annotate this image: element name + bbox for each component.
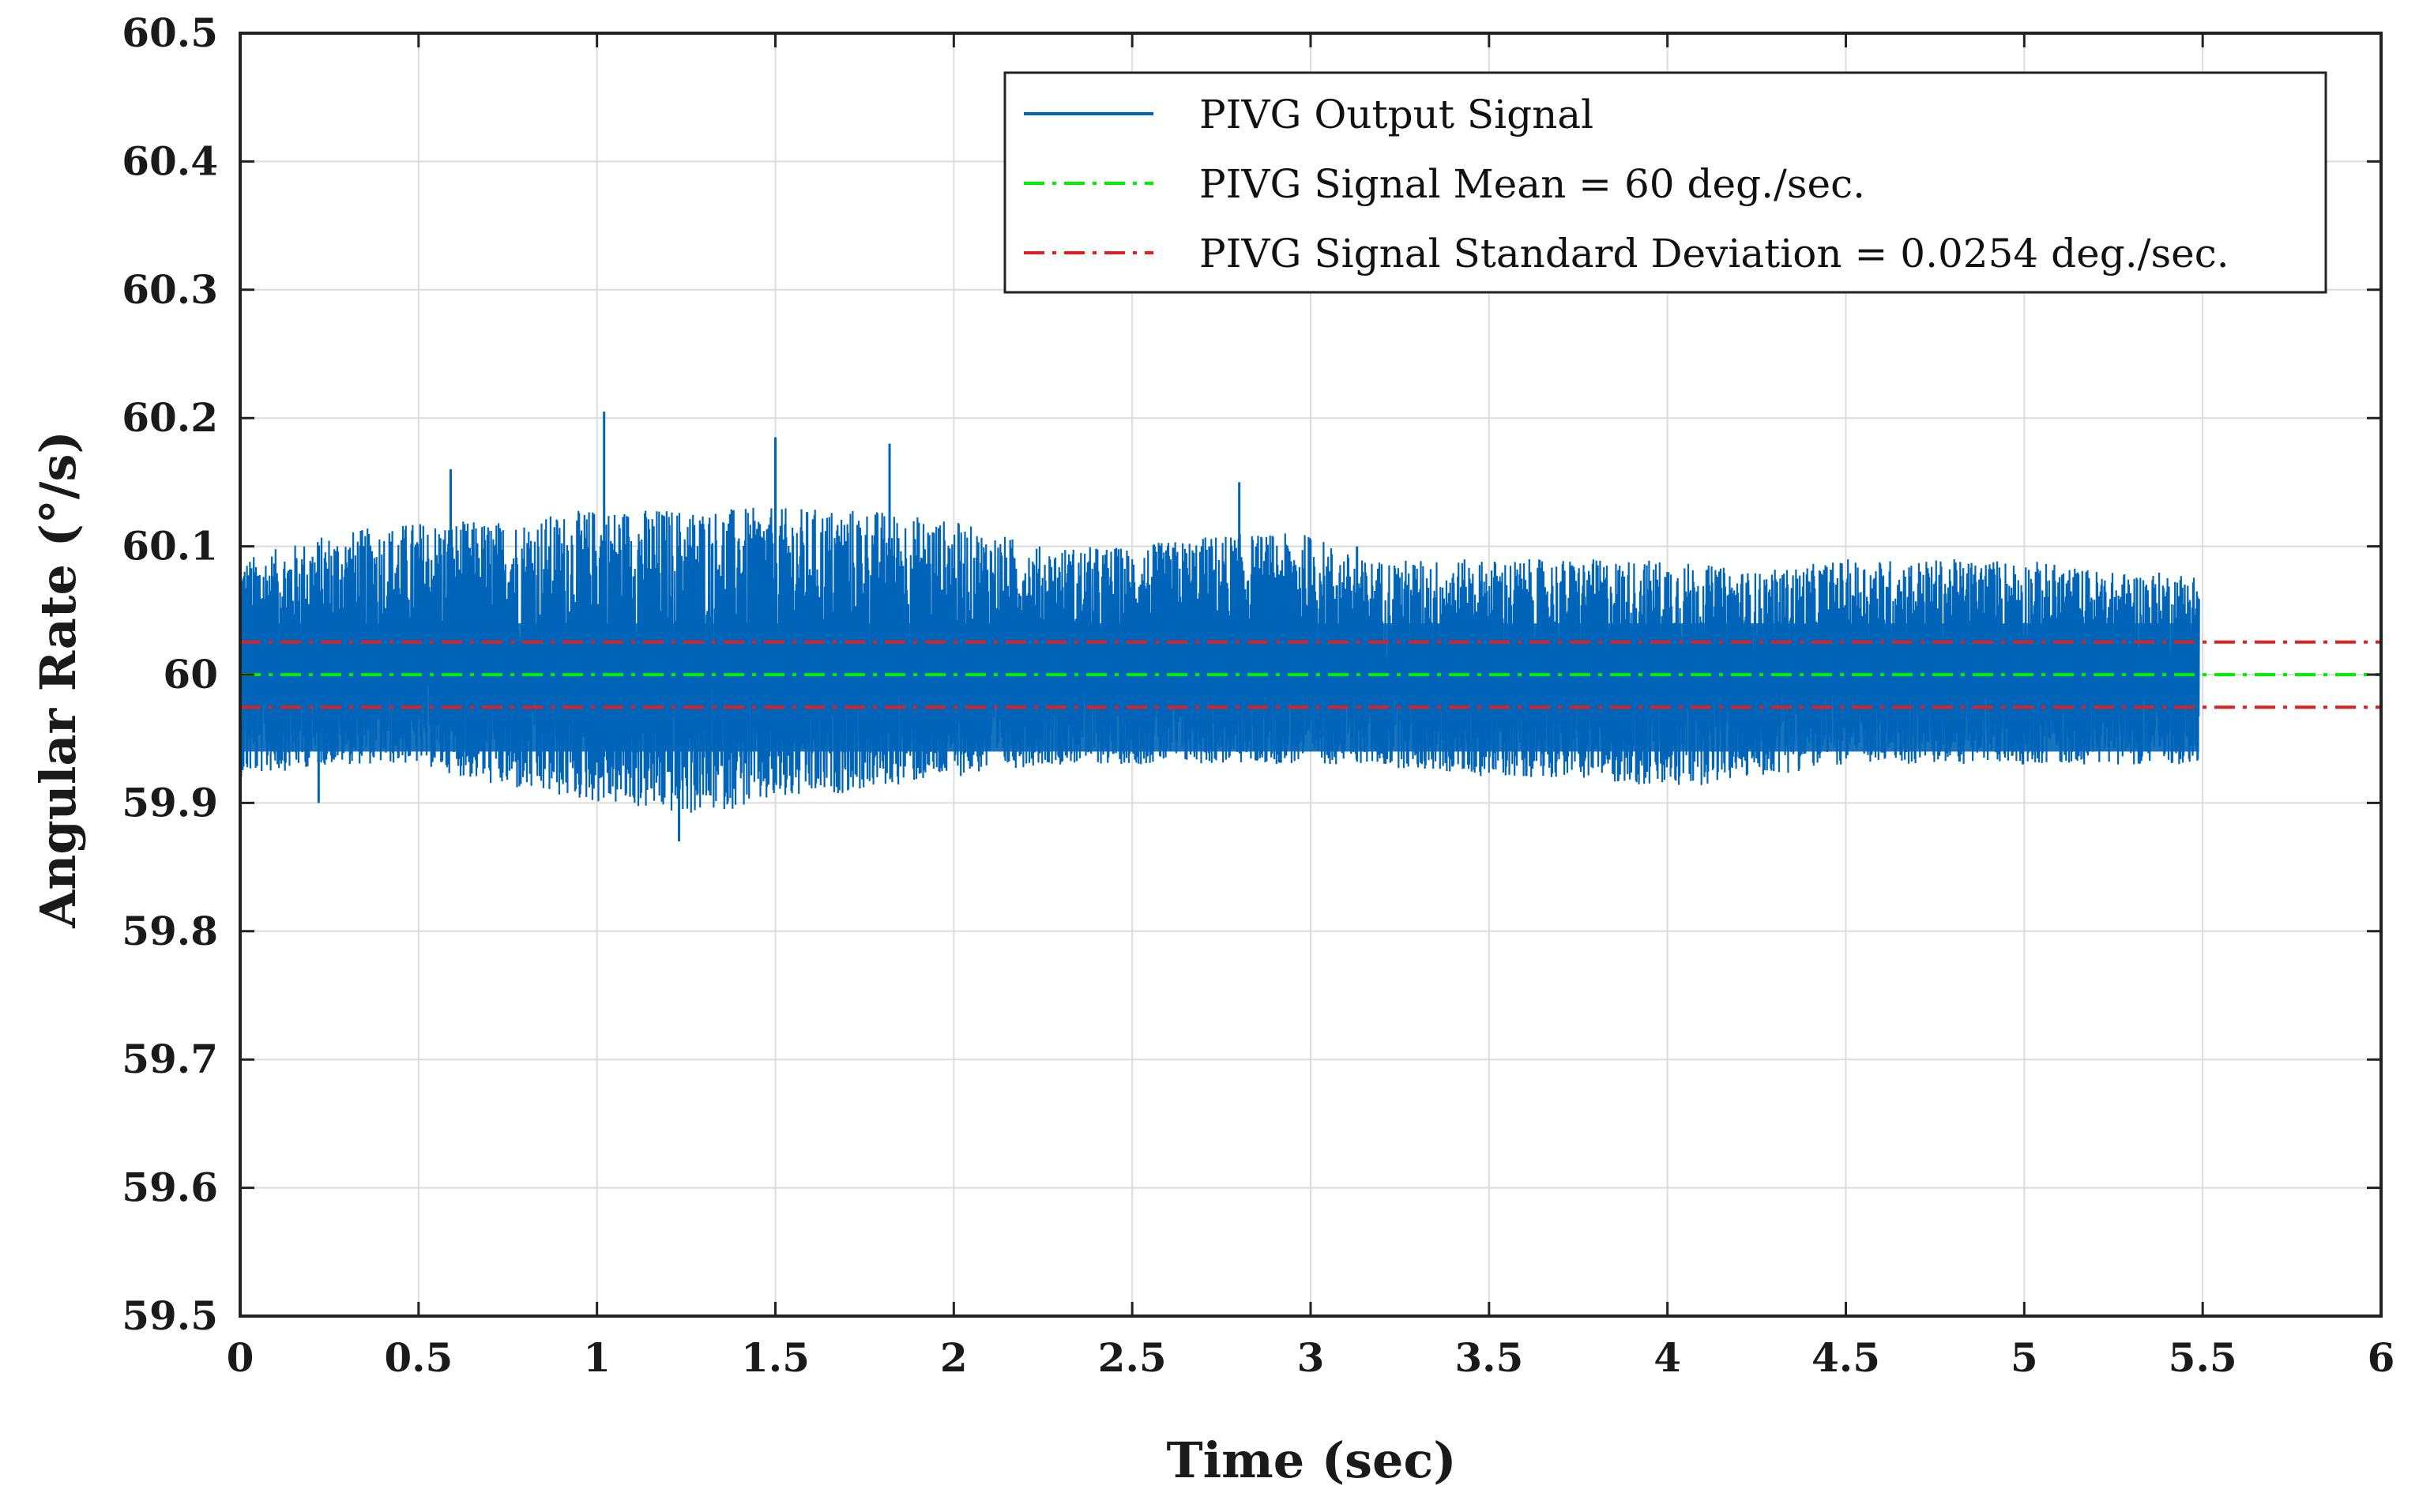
legend-label-standard-deviation: PIVG Signal Standard Deviation = 0.0254 …	[1199, 231, 2229, 276]
x-tick-label: 1	[583, 1334, 611, 1381]
x-tick-label: 4.5	[1811, 1334, 1880, 1381]
y-tick-label: 59.5	[122, 1292, 218, 1339]
output-signal-series	[239, 412, 2200, 842]
x-tick-label: 4	[1653, 1334, 1681, 1381]
x-tick-label: 5.5	[2169, 1334, 2237, 1381]
y-tick-label: 60.4	[122, 137, 218, 184]
y-tick-label: 60	[163, 651, 218, 698]
x-tick-label: 2.5	[1098, 1334, 1167, 1381]
x-axis-title: Time (sec)	[1166, 1431, 1456, 1489]
x-tick-label: 6	[2368, 1334, 2395, 1381]
x-axis-ticks: 0 0.5 1 1.5 2 2.5 3 3.5 4 4.5 5 5.5 6	[227, 33, 2395, 1381]
legend-box	[1003, 71, 2327, 294]
y-tick-label: 59.6	[122, 1164, 218, 1211]
y-tick-label: 60.1	[122, 523, 218, 570]
legend-label-output-signal: PIVG Output Signal	[1199, 92, 1593, 137]
x-tick-label: 0	[227, 1334, 254, 1381]
y-tick-label: 59.7	[122, 1036, 218, 1082]
y-tick-label: 60.5	[122, 9, 218, 56]
y-axis-title: Angular Rate (°/s)	[29, 431, 87, 929]
y-tick-label: 59.9	[122, 779, 218, 826]
x-tick-label: 3	[1297, 1334, 1325, 1381]
output-signal-core-band	[240, 623, 2199, 752]
x-tick-label: 5	[2011, 1334, 2038, 1381]
legend-label-signal-mean: PIVG Signal Mean = 60 deg./sec.	[1199, 161, 1865, 207]
x-tick-label: 2	[940, 1334, 968, 1381]
x-tick-label: 1.5	[741, 1334, 810, 1381]
y-axis-ticks: 59.5 59.6 59.7 59.8 59.9 60 60.1 60.2 60.3 60.4 60…	[122, 9, 2381, 1339]
x-tick-label: 0.5	[384, 1334, 453, 1381]
legend: PIVG Output Signal PIVG Signal Mean = 60…	[1003, 71, 2327, 294]
x-tick-label: 3.5	[1454, 1334, 1523, 1381]
reference-lines	[240, 640, 2381, 709]
y-tick-label: 60.3	[122, 266, 218, 313]
y-tick-label: 59.8	[122, 908, 218, 954]
y-tick-label: 60.2	[122, 394, 218, 441]
